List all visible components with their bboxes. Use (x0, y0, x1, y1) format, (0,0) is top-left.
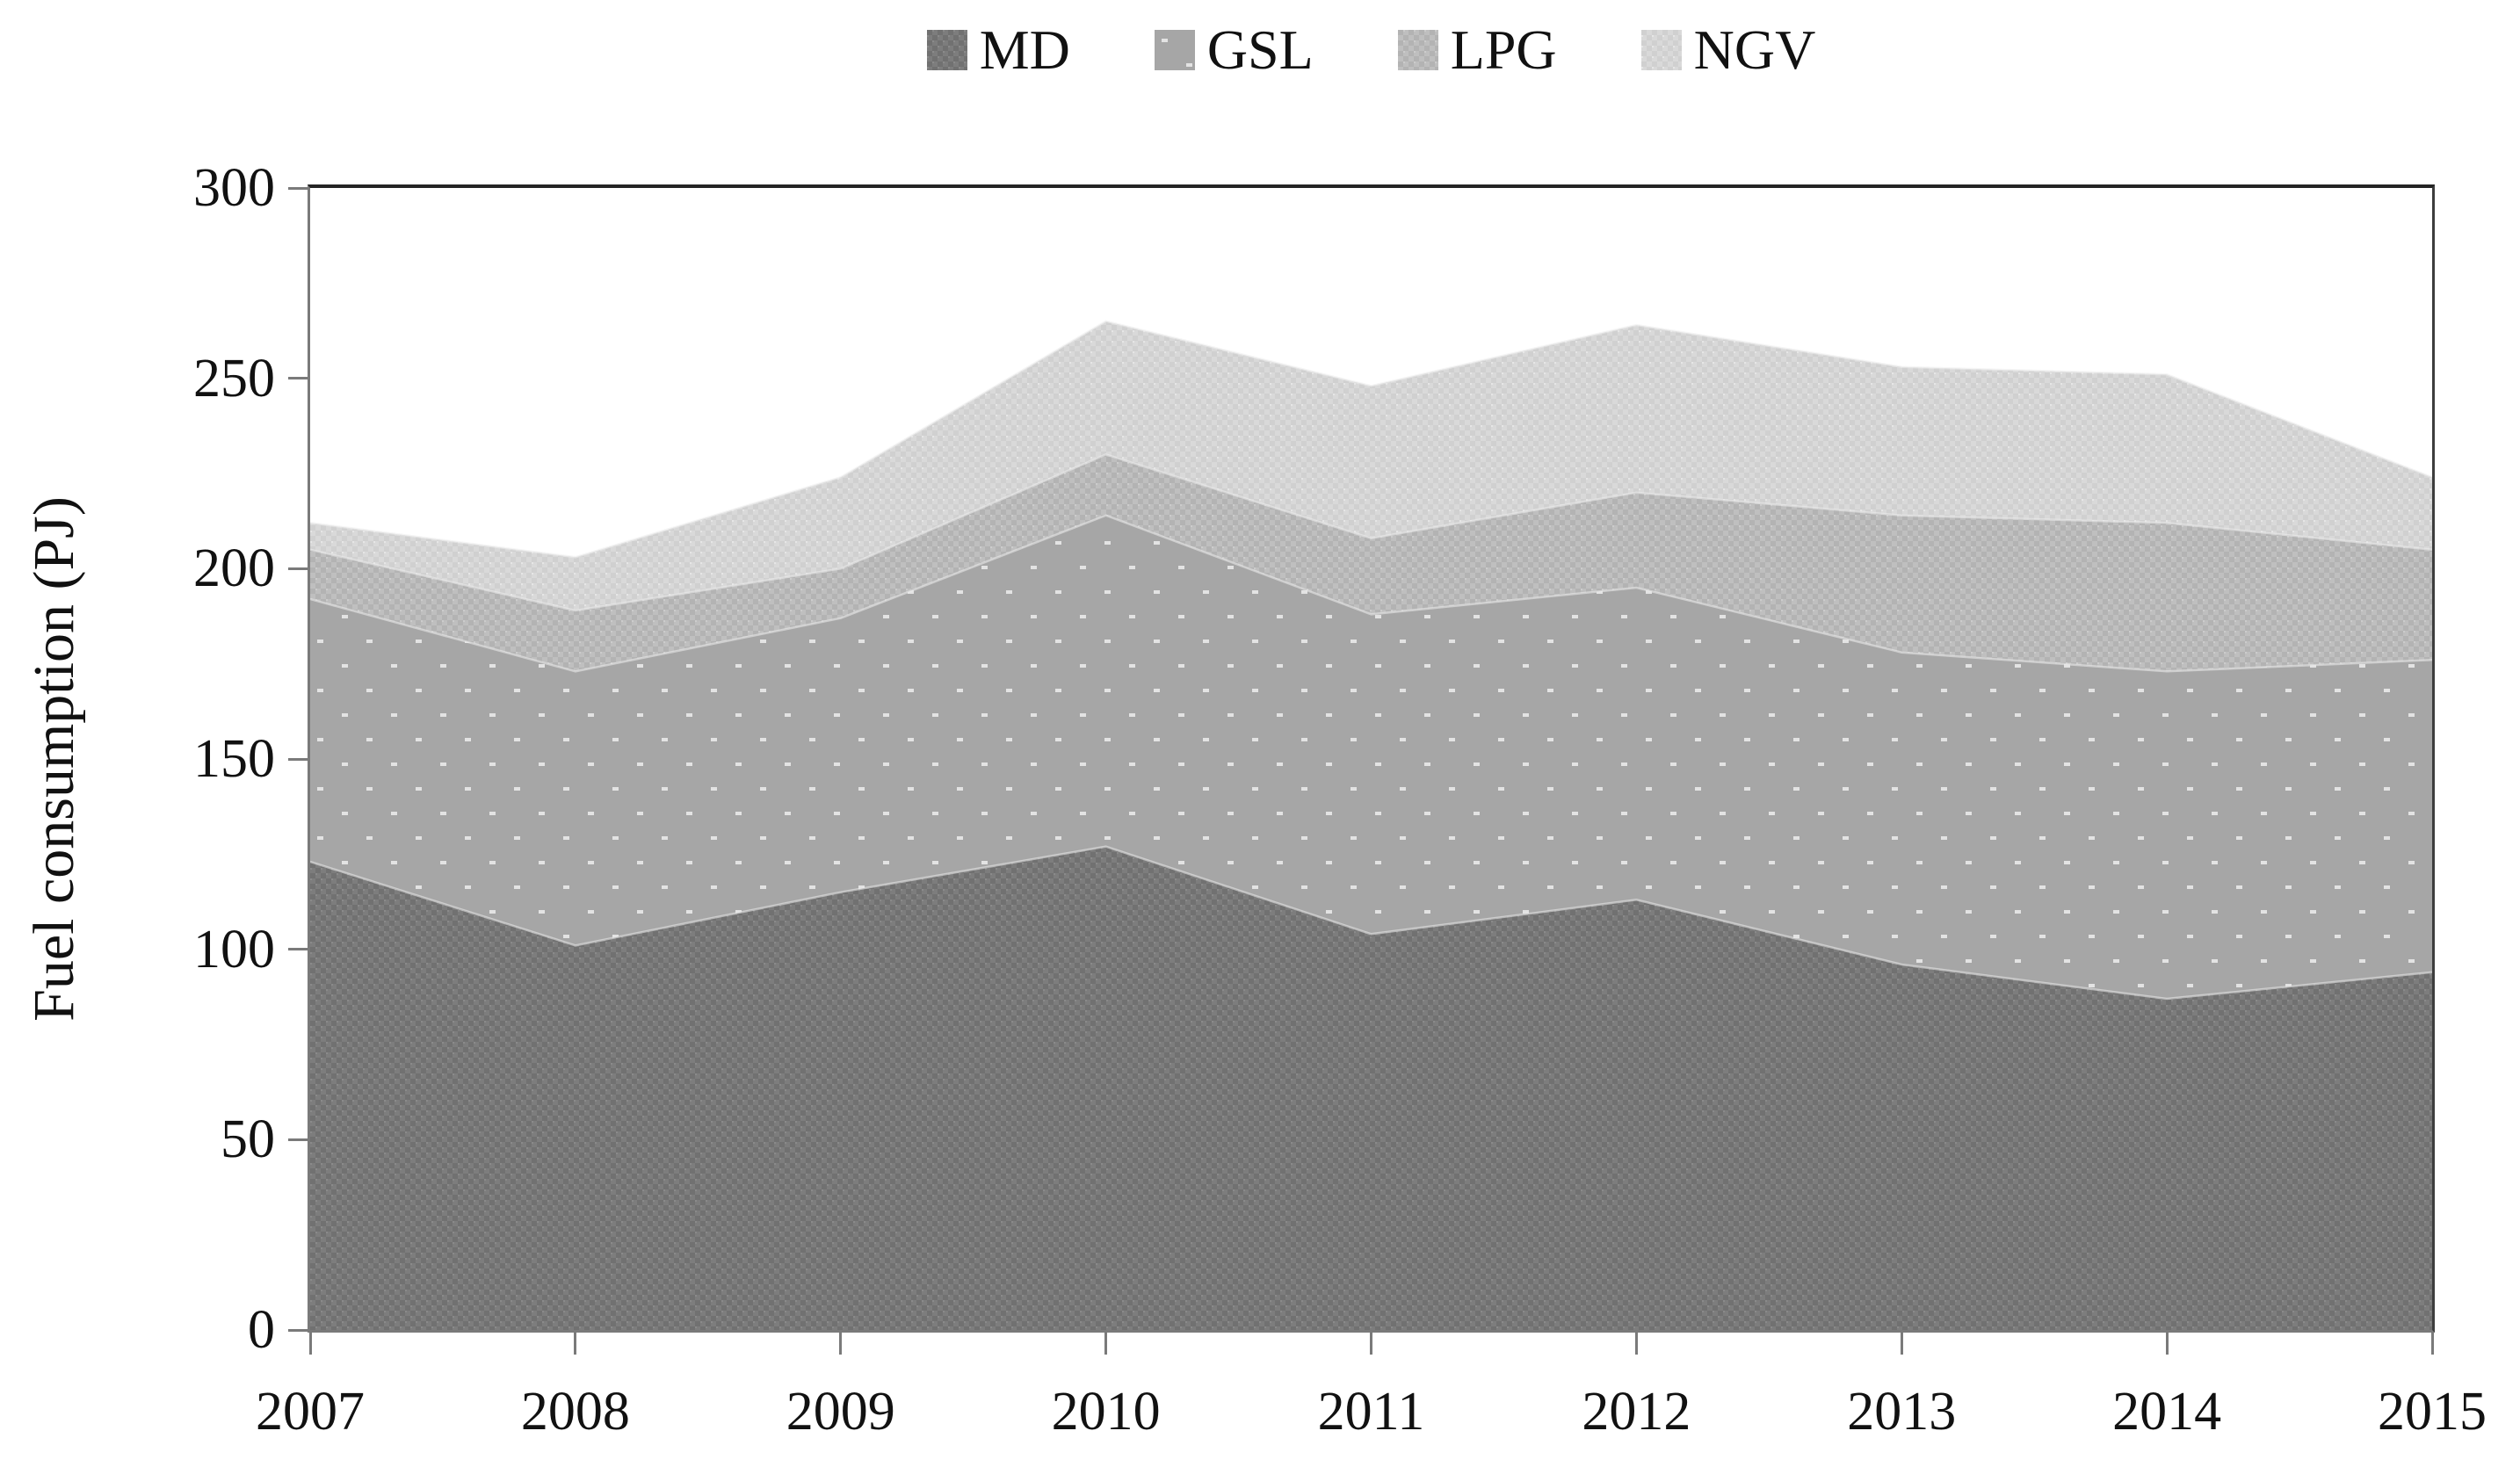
legend-item-lpg: LPG (1397, 18, 1557, 81)
legend: MD GSL LPG NGV (310, 19, 2432, 81)
y-tick-label: 100 (193, 919, 275, 979)
boundary-line-ngv (310, 320, 2432, 559)
x-tick-label: 2011 (1317, 1382, 1425, 1442)
y-tick-label: 250 (193, 348, 275, 408)
legend-label: NGV (1693, 18, 1816, 81)
x-tick-mark (1634, 1333, 1638, 1355)
y-tick-mark (288, 948, 308, 951)
x-tick-label: 2014 (2112, 1382, 2222, 1442)
x-tick-mark (1370, 1333, 1372, 1355)
y-tick-mark (288, 1328, 308, 1332)
legend-swatch-icon (1397, 30, 1438, 70)
y-tick-mark (288, 377, 308, 380)
y-tick-label: 0 (248, 1300, 275, 1360)
x-tick-label: 2009 (786, 1382, 895, 1442)
legend-item-gsl: GSL (1154, 18, 1314, 81)
legend-swatch-icon (1154, 30, 1195, 70)
x-tick-mark (574, 1333, 577, 1355)
x-tick-label: 2015 (2378, 1382, 2487, 1442)
boundary-line-gsl (310, 514, 2432, 673)
y-tick-label: 300 (193, 158, 275, 218)
x-tick-label: 2012 (1582, 1382, 1691, 1442)
x-tick-label: 2010 (1051, 1382, 1161, 1442)
legend-swatch-icon (926, 30, 967, 70)
y-tick-label: 200 (193, 538, 275, 599)
x-tick-mark (1104, 1333, 1108, 1355)
x-tick-mark (2430, 1333, 2434, 1355)
stacked-area-chart (310, 320, 2432, 1330)
y-tick-mark (288, 567, 308, 570)
legend-item-md: MD (926, 18, 1070, 81)
x-tick-mark (308, 1333, 312, 1355)
legend-label: GSL (1206, 18, 1314, 81)
legend-item-ngv: NGV (1640, 18, 1816, 81)
x-tick-label: 2007 (256, 1382, 365, 1442)
y-tick-mark (288, 1138, 308, 1141)
boundary-line-md (310, 845, 2432, 1001)
x-tick-mark (839, 1333, 843, 1355)
x-tick-label: 2013 (1847, 1382, 1957, 1442)
y-tick-mark (288, 757, 308, 761)
legend-swatch-icon (1640, 30, 1682, 70)
plot-area (308, 184, 2435, 1333)
legend-label: LPG (1450, 18, 1557, 81)
area-series-md (310, 846, 2432, 1330)
x-tick-mark (2165, 1333, 2169, 1355)
legend-label: MD (979, 18, 1070, 81)
x-tick-label: 2008 (520, 1382, 630, 1442)
y-tick-mark (288, 186, 308, 190)
y-tick-label: 50 (221, 1109, 275, 1170)
y-tick-label: 150 (193, 729, 275, 789)
y-axis-title: Fuel consumption (PJ) (22, 496, 86, 1022)
x-tick-mark (1900, 1333, 1903, 1355)
boundary-line-lpg (310, 452, 2432, 612)
